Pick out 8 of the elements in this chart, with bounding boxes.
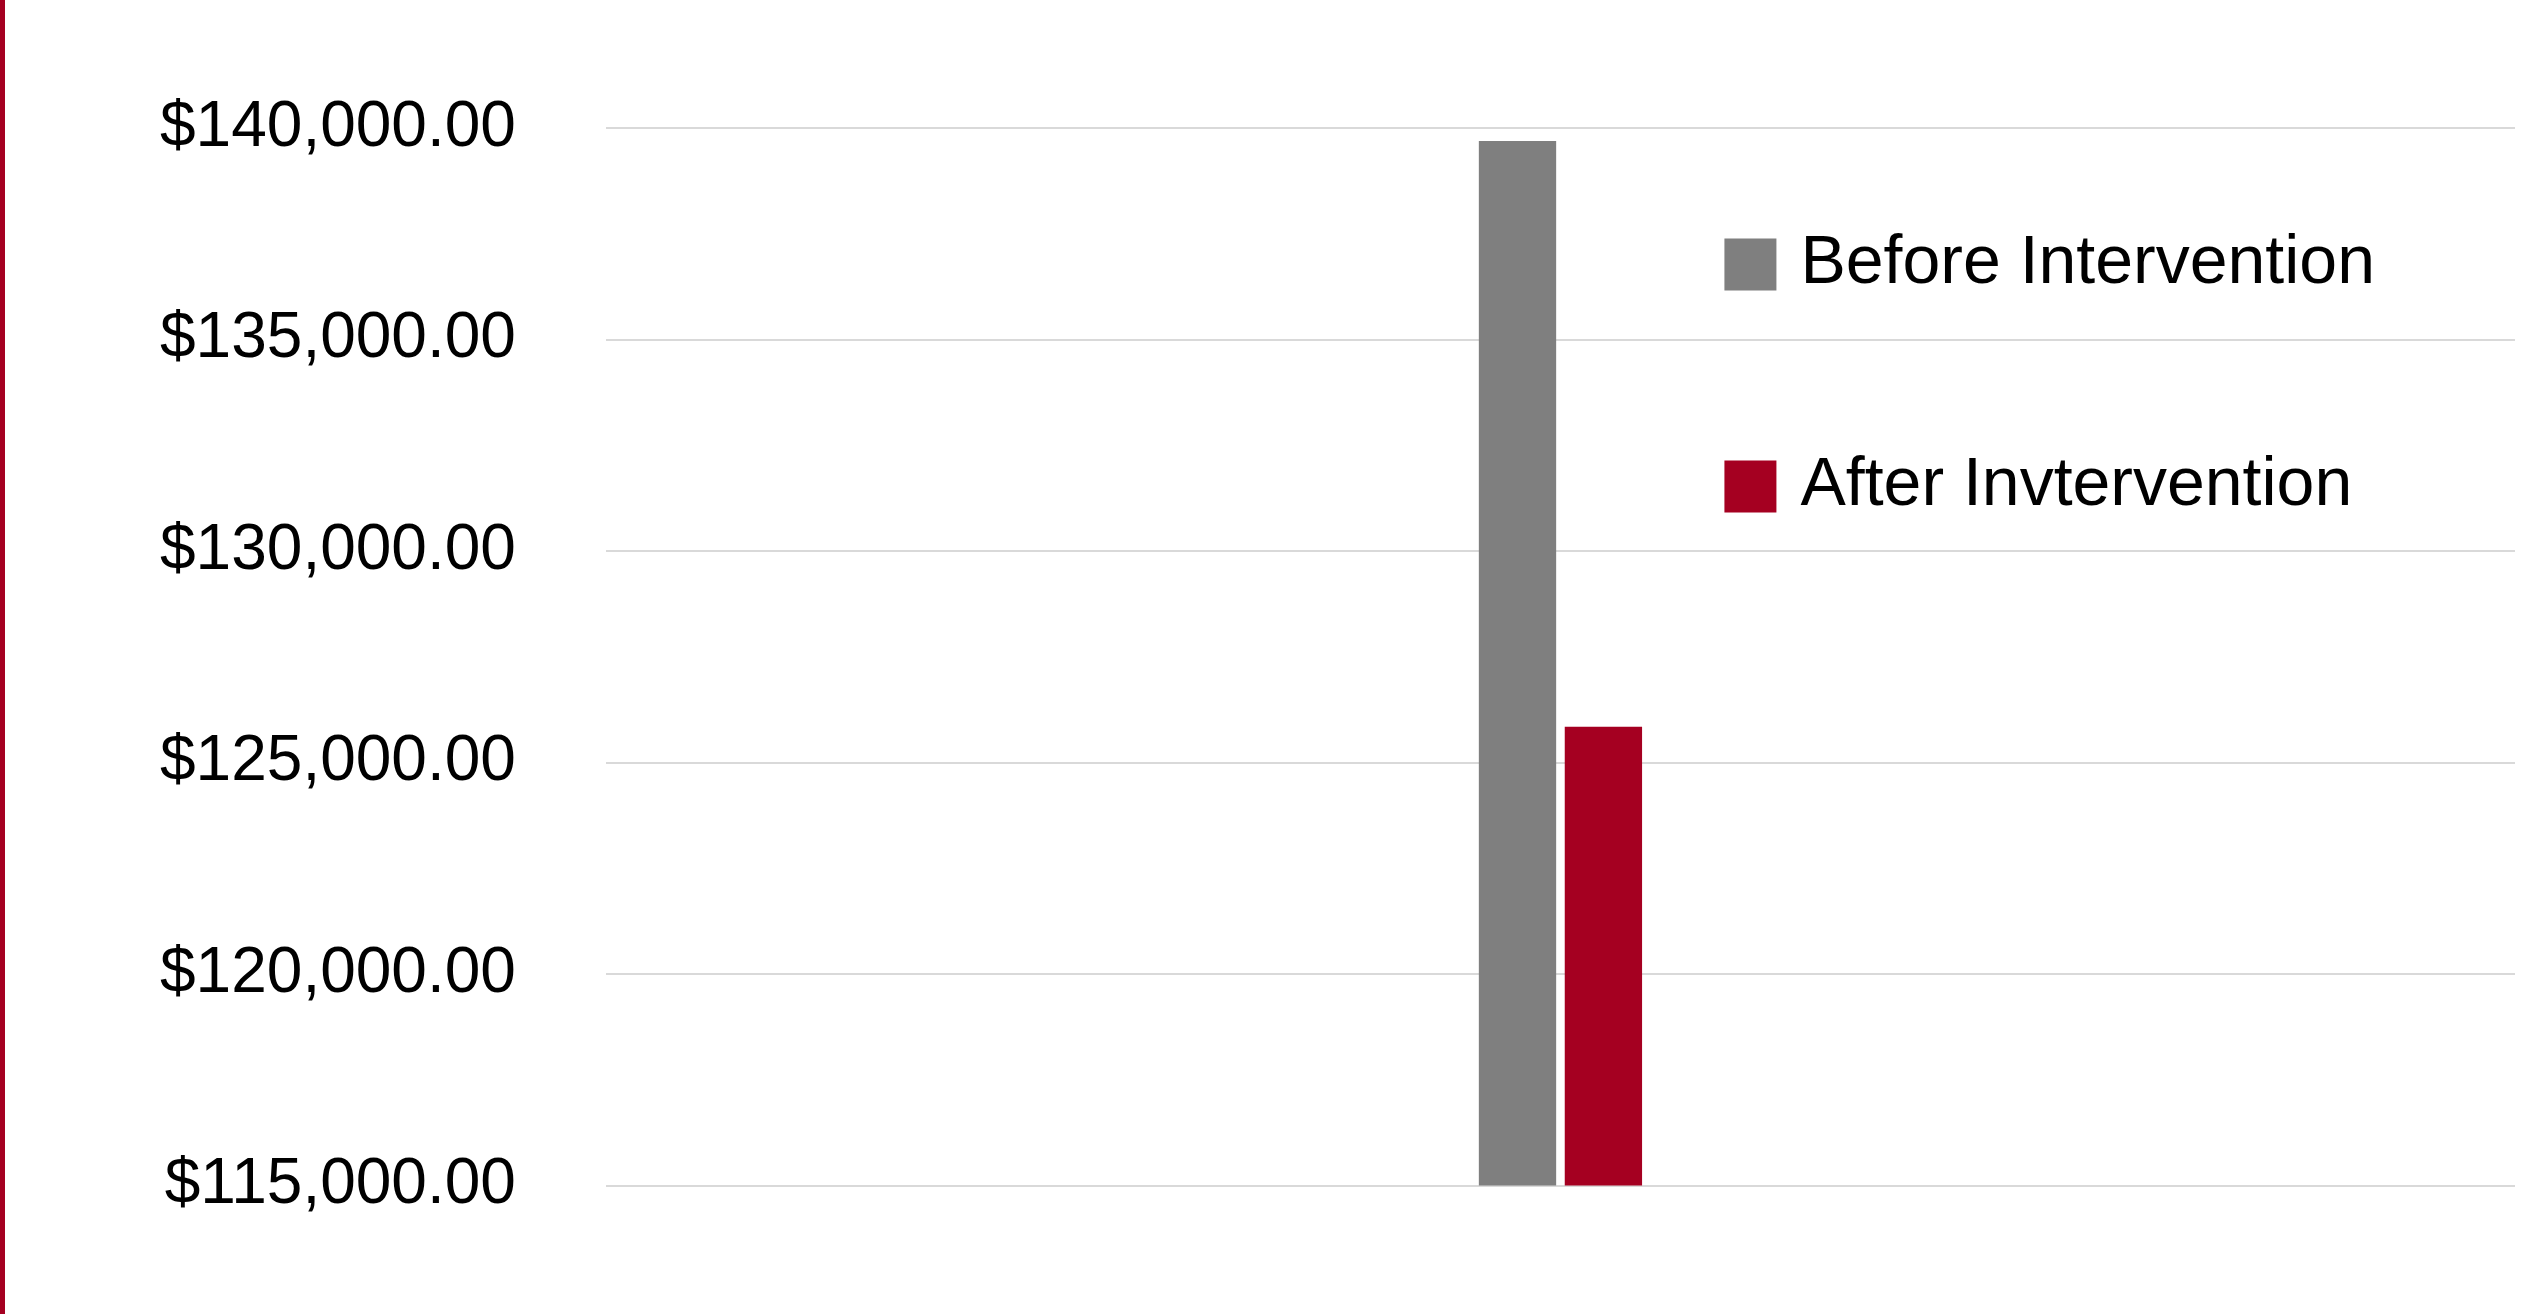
legend-label: Before Intervention	[1800, 221, 2376, 298]
y-tick-label: $120,000.00	[160, 933, 516, 1006]
y-tick-label: $115,000.00	[164, 1145, 516, 1218]
y-tick-label: $140,000.00	[160, 88, 516, 161]
legend-label: After Invtervention	[1800, 443, 2353, 520]
y-tick-label: $125,000.00	[160, 722, 516, 795]
y-tick-label: $130,000.00	[160, 510, 516, 583]
y-tick-label: $135,000.00	[160, 299, 516, 372]
